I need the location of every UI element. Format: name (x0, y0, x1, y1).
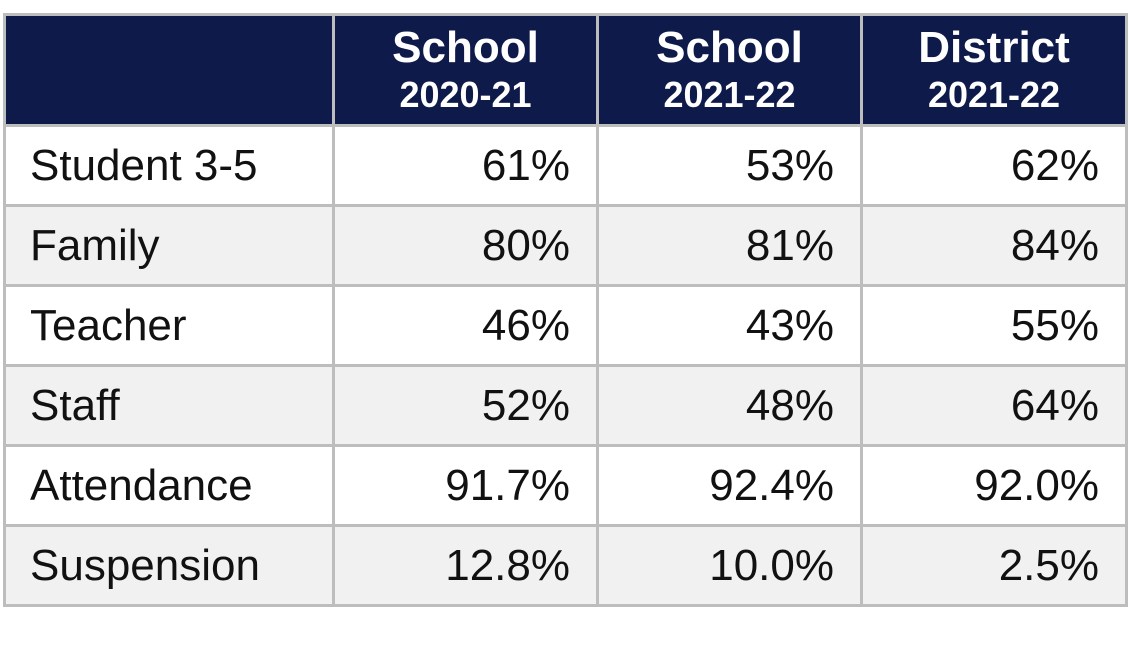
cell-value: 53% (596, 124, 863, 207)
column-header: District 2021-22 (860, 13, 1128, 127)
table-container: School 2020-21 School 2021-22 District 2021-2… (3, 13, 1128, 607)
column-title: School (656, 23, 803, 72)
table-row: Staff 52% 48% 64% (3, 364, 1128, 447)
cell-value: 92.4% (596, 444, 863, 527)
table-row: Student 3-5 61% 53% 62% (3, 124, 1128, 207)
row-label: Staff (3, 364, 335, 447)
column-title: District (918, 23, 1070, 72)
cell-value: 48% (596, 364, 863, 447)
cell-value: 46% (332, 284, 599, 367)
cell-value: 91.7% (332, 444, 599, 527)
row-label: Teacher (3, 284, 335, 367)
row-label: Student 3-5 (3, 124, 335, 207)
cell-value: 92.0% (860, 444, 1128, 527)
cell-value: 2.5% (860, 524, 1128, 607)
table-row: Family 80% 81% 84% (3, 204, 1128, 287)
cell-value: 81% (596, 204, 863, 287)
cell-value: 61% (332, 124, 599, 207)
cell-value: 43% (596, 284, 863, 367)
row-label: Attendance (3, 444, 335, 527)
cell-value: 64% (860, 364, 1128, 447)
row-label: Family (3, 204, 335, 287)
cell-value: 80% (332, 204, 599, 287)
table-row: Suspension 12.8% 10.0% 2.5% (3, 524, 1128, 607)
table-row: Attendance 91.7% 92.4% 92.0% (3, 444, 1128, 527)
table-row: Teacher 46% 43% 55% (3, 284, 1128, 367)
column-header: School 2021-22 (596, 13, 863, 127)
cell-value: 10.0% (596, 524, 863, 607)
cell-value: 62% (860, 124, 1128, 207)
row-label: Suspension (3, 524, 335, 607)
cell-value: 84% (860, 204, 1128, 287)
column-year: 2020-21 (399, 74, 532, 115)
column-year: 2021-22 (927, 74, 1061, 115)
cell-value: 12.8% (332, 524, 599, 607)
cell-value: 52% (332, 364, 599, 447)
header-row: School 2020-21 School 2021-22 District 2021-2… (3, 13, 1128, 127)
corner-cell (3, 13, 335, 127)
cell-value: 55% (860, 284, 1128, 367)
column-year: 2021-22 (663, 74, 796, 115)
data-table: School 2020-21 School 2021-22 District 2021-2… (3, 13, 1128, 607)
column-header: School 2020-21 (332, 13, 599, 127)
column-title: School (392, 23, 539, 72)
